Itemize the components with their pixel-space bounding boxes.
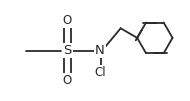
Text: Cl: Cl	[94, 66, 106, 79]
Text: O: O	[63, 74, 72, 87]
Text: O: O	[63, 14, 72, 27]
Text: N: N	[95, 44, 105, 57]
Text: S: S	[63, 44, 72, 57]
